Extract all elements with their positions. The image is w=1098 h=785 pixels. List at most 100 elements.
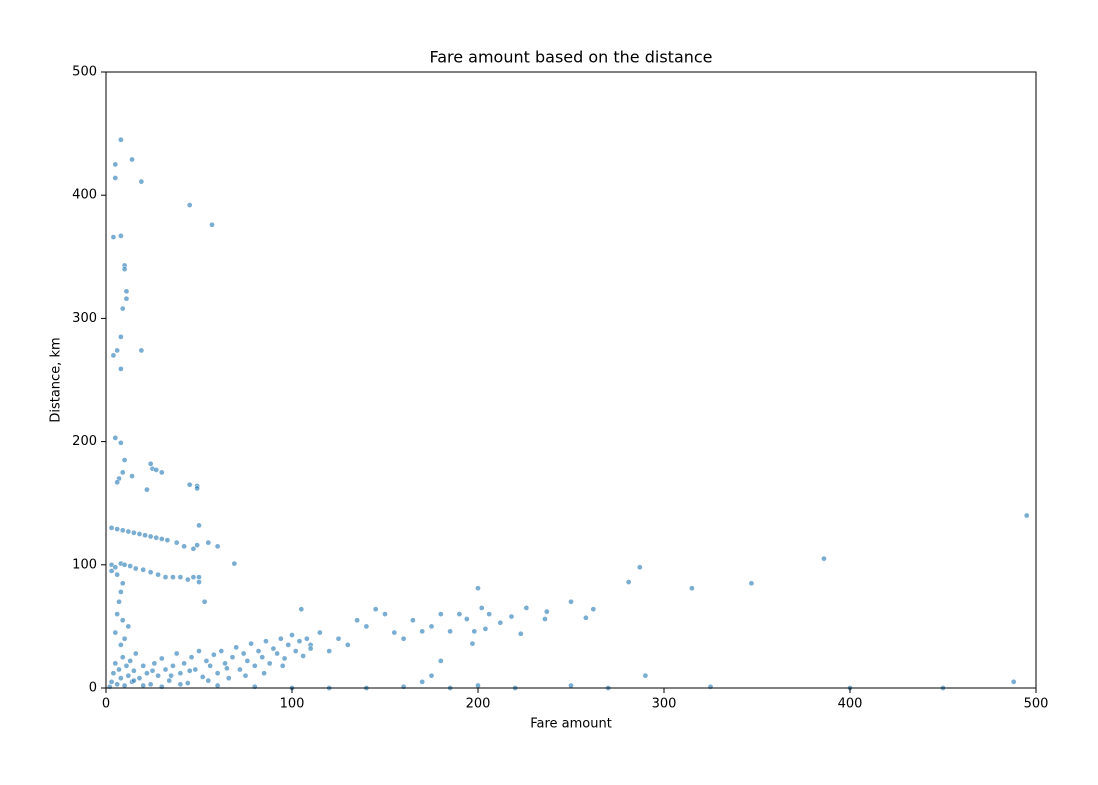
point xyxy=(281,655,288,662)
point xyxy=(155,571,161,578)
y-tick-label: 400 xyxy=(72,188,97,203)
point xyxy=(636,564,643,571)
point xyxy=(162,666,169,673)
point xyxy=(188,654,195,661)
point xyxy=(170,574,176,580)
point xyxy=(583,614,589,621)
point xyxy=(147,681,154,688)
point xyxy=(486,611,493,617)
point xyxy=(1023,512,1030,519)
point xyxy=(497,619,504,626)
point xyxy=(437,611,444,617)
point xyxy=(568,682,574,689)
x-tick-label: 200 xyxy=(466,697,491,712)
point xyxy=(251,662,258,669)
point xyxy=(186,202,193,208)
point xyxy=(153,467,160,473)
point xyxy=(112,435,119,441)
point xyxy=(181,660,187,667)
point xyxy=(173,539,180,546)
point xyxy=(625,579,632,585)
point xyxy=(118,589,124,595)
y-tick-label: 200 xyxy=(72,434,97,449)
point xyxy=(144,486,150,493)
point xyxy=(214,543,221,550)
point xyxy=(463,616,470,622)
point xyxy=(149,667,156,674)
point xyxy=(475,682,481,689)
chart-title: Fare amount based on the distance xyxy=(429,48,712,67)
point xyxy=(326,648,333,654)
point xyxy=(119,654,126,661)
point xyxy=(123,288,130,295)
point xyxy=(277,635,284,642)
point xyxy=(140,566,147,573)
point xyxy=(158,683,165,690)
point xyxy=(201,598,208,605)
point xyxy=(196,579,202,585)
point xyxy=(285,642,292,648)
point xyxy=(192,666,199,673)
point xyxy=(127,563,134,569)
point xyxy=(114,611,121,617)
point xyxy=(158,536,165,542)
point xyxy=(508,613,515,620)
point xyxy=(261,670,267,677)
point xyxy=(410,617,416,624)
point xyxy=(214,682,221,689)
point xyxy=(1010,678,1017,685)
point xyxy=(114,681,121,688)
point xyxy=(400,635,407,642)
x-tick-label: 400 xyxy=(838,697,863,712)
point xyxy=(211,651,217,658)
point xyxy=(205,539,212,546)
point xyxy=(131,677,137,684)
point xyxy=(251,683,258,690)
point xyxy=(147,533,154,540)
point xyxy=(300,653,307,659)
point xyxy=(144,670,150,677)
point xyxy=(363,623,370,630)
point xyxy=(108,678,115,685)
point xyxy=(186,667,193,674)
point xyxy=(125,623,132,630)
point xyxy=(125,528,132,535)
x-axis-label: Fare amount xyxy=(530,717,612,732)
point xyxy=(119,527,126,534)
point xyxy=(255,648,262,654)
point xyxy=(147,460,154,467)
point xyxy=(114,479,121,486)
point xyxy=(140,662,147,669)
point xyxy=(177,681,184,688)
point xyxy=(147,569,154,576)
point xyxy=(110,670,117,677)
point xyxy=(136,675,143,681)
point xyxy=(131,529,137,536)
point xyxy=(108,568,115,574)
point xyxy=(517,630,524,637)
point xyxy=(108,524,115,531)
point xyxy=(689,585,695,592)
point xyxy=(372,606,379,613)
point xyxy=(419,628,426,635)
point xyxy=(121,682,128,689)
point xyxy=(123,295,130,302)
point xyxy=(482,626,489,632)
point xyxy=(222,660,228,667)
point xyxy=(203,658,210,664)
point xyxy=(214,670,221,677)
point xyxy=(138,347,145,354)
point xyxy=(240,650,247,657)
point xyxy=(114,347,121,354)
point xyxy=(151,660,158,667)
point xyxy=(296,638,303,645)
point xyxy=(289,632,295,638)
point xyxy=(127,658,134,664)
point xyxy=(205,677,212,684)
y-tick-label: 300 xyxy=(72,311,97,326)
point xyxy=(207,662,214,669)
point xyxy=(233,644,240,651)
point xyxy=(177,670,184,677)
point xyxy=(116,666,122,673)
